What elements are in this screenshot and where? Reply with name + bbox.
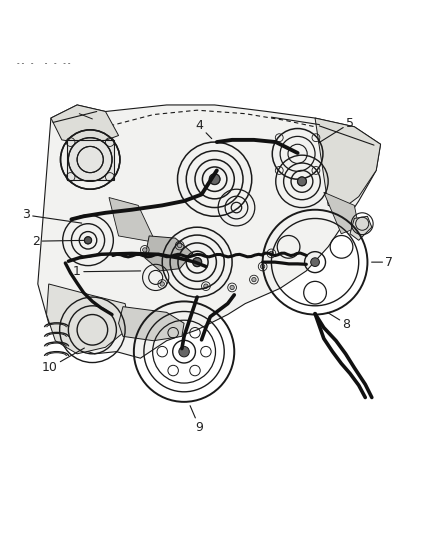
Text: 1: 1 xyxy=(73,265,141,278)
Text: 3: 3 xyxy=(22,208,82,223)
Text: -- -  - - --: -- - - - -- xyxy=(16,59,71,68)
Circle shape xyxy=(209,174,220,184)
Polygon shape xyxy=(51,105,119,145)
Circle shape xyxy=(179,346,189,357)
Circle shape xyxy=(204,284,208,288)
Text: 4: 4 xyxy=(195,119,212,139)
Polygon shape xyxy=(145,236,193,271)
Circle shape xyxy=(261,264,265,269)
Circle shape xyxy=(230,285,234,289)
Circle shape xyxy=(311,258,319,266)
Polygon shape xyxy=(46,284,130,354)
Polygon shape xyxy=(119,306,184,341)
Circle shape xyxy=(143,248,147,252)
Circle shape xyxy=(85,237,92,244)
Polygon shape xyxy=(38,105,381,358)
Text: 9: 9 xyxy=(190,406,203,434)
Text: 10: 10 xyxy=(42,348,85,374)
Polygon shape xyxy=(315,118,381,210)
Circle shape xyxy=(177,244,182,248)
Circle shape xyxy=(252,277,256,282)
Polygon shape xyxy=(109,198,155,243)
Text: 8: 8 xyxy=(327,312,350,330)
Circle shape xyxy=(160,282,164,286)
Text: 2: 2 xyxy=(32,235,84,248)
Polygon shape xyxy=(350,216,372,240)
Circle shape xyxy=(193,258,201,266)
Circle shape xyxy=(269,251,274,256)
Text: 5: 5 xyxy=(318,117,354,143)
Circle shape xyxy=(297,177,306,185)
Polygon shape xyxy=(324,192,359,234)
Polygon shape xyxy=(67,140,114,180)
Text: 7: 7 xyxy=(371,256,393,269)
